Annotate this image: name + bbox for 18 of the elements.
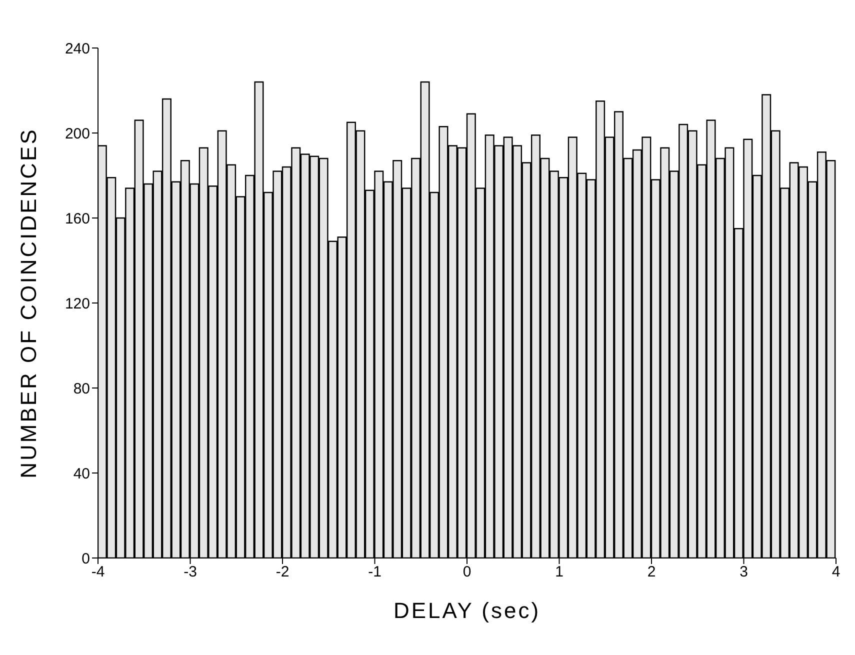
x-axis-title: DELAY (sec) (393, 598, 541, 623)
y-tick-label: 160 (64, 210, 90, 228)
y-tick-label: 40 (73, 465, 90, 482)
y-tick-label: 240 (64, 40, 90, 58)
x-tick-label: -3 (184, 564, 197, 581)
x-tick-label: 2 (647, 564, 656, 581)
y-tick-label: 120 (64, 295, 90, 312)
x-tick-label: 3 (740, 564, 748, 581)
y-axis-title: NUMBER OF COINCIDENCES (16, 128, 41, 478)
y-tick-label: 0 (82, 550, 90, 568)
y-tick-label: 200 (64, 125, 90, 142)
x-tick-label: 1 (555, 564, 564, 581)
x-tick-label: 4 (832, 564, 840, 581)
x-tick-label: 0 (462, 564, 472, 581)
x-tick-label: -1 (368, 564, 382, 581)
x-tick-label: -2 (276, 564, 290, 581)
x-tick-label: -4 (91, 564, 105, 581)
y-tick-label: 80 (73, 380, 90, 398)
